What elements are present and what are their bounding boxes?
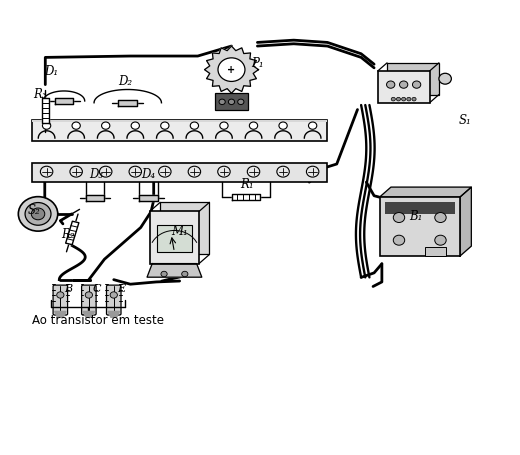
Circle shape bbox=[85, 292, 93, 298]
Circle shape bbox=[391, 97, 395, 101]
Bar bbox=[385, 202, 454, 214]
Text: B₁: B₁ bbox=[409, 210, 422, 222]
Polygon shape bbox=[460, 187, 471, 256]
Bar bbox=[160, 202, 210, 254]
Text: +: + bbox=[227, 65, 236, 75]
Bar bbox=[380, 197, 460, 256]
Circle shape bbox=[129, 166, 141, 177]
Bar bbox=[30, 210, 46, 217]
Circle shape bbox=[43, 122, 51, 129]
Text: D₂: D₂ bbox=[118, 75, 132, 88]
Text: M₁: M₁ bbox=[171, 225, 188, 238]
Bar bbox=[32, 163, 328, 182]
Circle shape bbox=[248, 166, 260, 177]
Circle shape bbox=[407, 97, 411, 101]
Circle shape bbox=[110, 292, 118, 298]
Text: E: E bbox=[118, 284, 126, 294]
Circle shape bbox=[393, 235, 405, 245]
Circle shape bbox=[41, 166, 53, 177]
Circle shape bbox=[412, 97, 416, 101]
Text: S₂: S₂ bbox=[28, 204, 41, 217]
Bar bbox=[378, 71, 430, 103]
Text: R₁: R₁ bbox=[240, 178, 254, 191]
Polygon shape bbox=[55, 98, 73, 104]
Circle shape bbox=[219, 99, 225, 105]
Circle shape bbox=[412, 81, 421, 88]
Circle shape bbox=[250, 122, 258, 129]
Circle shape bbox=[435, 212, 446, 222]
Text: B: B bbox=[64, 284, 72, 294]
Circle shape bbox=[159, 166, 171, 177]
Polygon shape bbox=[83, 311, 95, 317]
Circle shape bbox=[131, 122, 139, 129]
Circle shape bbox=[393, 212, 405, 222]
Circle shape bbox=[220, 122, 228, 129]
Polygon shape bbox=[66, 221, 79, 245]
Circle shape bbox=[181, 271, 188, 277]
Circle shape bbox=[57, 292, 64, 298]
Bar bbox=[425, 247, 446, 256]
Bar bbox=[32, 120, 328, 122]
FancyBboxPatch shape bbox=[53, 285, 68, 315]
Circle shape bbox=[238, 99, 244, 105]
Circle shape bbox=[161, 271, 167, 277]
Polygon shape bbox=[119, 100, 137, 106]
Polygon shape bbox=[204, 46, 258, 93]
Circle shape bbox=[435, 235, 446, 245]
Circle shape bbox=[399, 81, 408, 88]
Circle shape bbox=[308, 122, 317, 129]
Polygon shape bbox=[380, 187, 471, 197]
Circle shape bbox=[190, 122, 199, 129]
Polygon shape bbox=[147, 263, 202, 277]
Circle shape bbox=[188, 166, 201, 177]
Text: D₄: D₄ bbox=[141, 168, 155, 181]
Text: D₃: D₃ bbox=[89, 168, 103, 181]
Circle shape bbox=[70, 166, 82, 177]
FancyBboxPatch shape bbox=[82, 285, 96, 315]
Polygon shape bbox=[42, 98, 49, 123]
Circle shape bbox=[101, 122, 110, 129]
FancyBboxPatch shape bbox=[107, 285, 121, 315]
Bar bbox=[157, 225, 192, 252]
Bar bbox=[215, 93, 249, 111]
Polygon shape bbox=[55, 311, 66, 317]
Polygon shape bbox=[86, 195, 104, 201]
Text: C: C bbox=[93, 284, 101, 294]
Bar bbox=[387, 63, 439, 95]
Text: Ao transistor em teste: Ao transistor em teste bbox=[32, 313, 164, 327]
Circle shape bbox=[277, 166, 289, 177]
Circle shape bbox=[18, 197, 58, 231]
Circle shape bbox=[161, 122, 169, 129]
Circle shape bbox=[31, 208, 45, 220]
Circle shape bbox=[386, 81, 395, 88]
Text: S₁: S₁ bbox=[459, 114, 471, 127]
Circle shape bbox=[439, 73, 451, 84]
Bar bbox=[32, 120, 328, 142]
Polygon shape bbox=[139, 195, 158, 201]
Text: P₁: P₁ bbox=[251, 57, 264, 70]
Text: R₃: R₃ bbox=[33, 88, 46, 101]
Circle shape bbox=[306, 166, 319, 177]
Bar bbox=[150, 212, 199, 263]
Circle shape bbox=[25, 202, 51, 225]
Circle shape bbox=[218, 166, 230, 177]
Circle shape bbox=[228, 99, 235, 105]
Circle shape bbox=[218, 58, 245, 81]
Circle shape bbox=[401, 97, 406, 101]
Text: R₂: R₂ bbox=[61, 228, 75, 241]
Polygon shape bbox=[108, 311, 120, 317]
Polygon shape bbox=[232, 194, 260, 200]
Text: D₁: D₁ bbox=[44, 65, 59, 77]
Circle shape bbox=[279, 122, 287, 129]
Circle shape bbox=[396, 97, 400, 101]
Circle shape bbox=[72, 122, 80, 129]
Circle shape bbox=[99, 166, 112, 177]
